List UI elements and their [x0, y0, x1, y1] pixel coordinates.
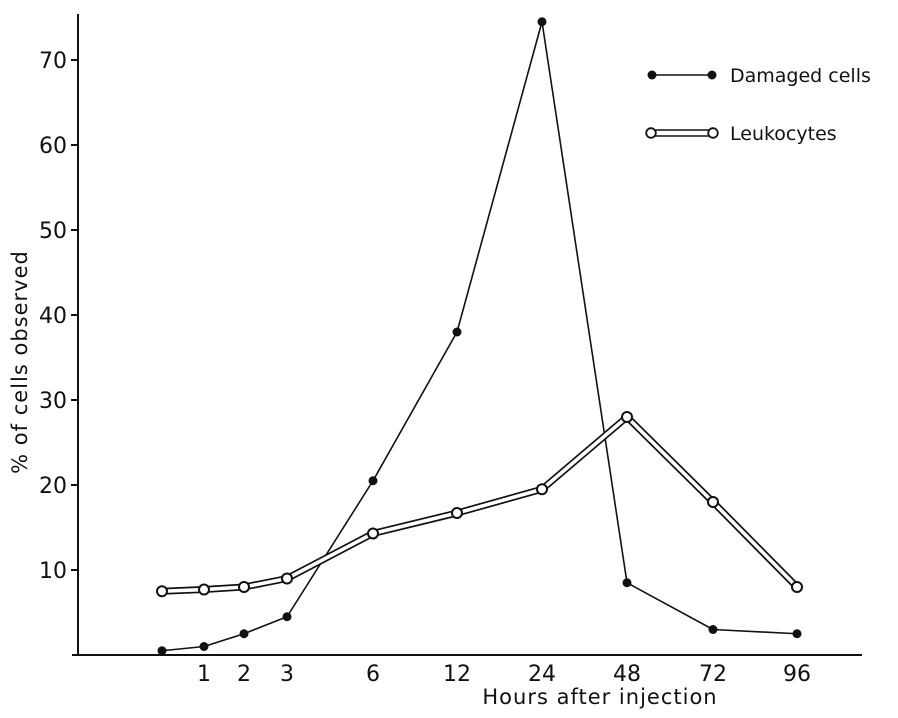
x-axis-title: Hours after injection	[482, 685, 717, 709]
legend-swatch-damaged-marker-left	[647, 70, 657, 80]
series-layer	[156, 17, 803, 656]
y-tick-label-10: 10	[39, 559, 67, 584]
series-damaged-cells	[157, 17, 802, 656]
legend-item-leukocytes: Leukocytes	[645, 123, 837, 145]
data-point-leukocytes-2	[238, 581, 250, 593]
data-point-damaged-1	[199, 642, 209, 651]
data-point-leukocytes-7	[621, 411, 633, 423]
data-point-damaged-9	[792, 629, 802, 639]
data-point-damaged-4	[368, 476, 378, 486]
x-tick-label-48: 48	[613, 662, 641, 687]
data-point-damaged-0	[157, 646, 167, 656]
legend-item-damaged-cells: Damaged cells	[647, 65, 871, 87]
legend-label-damaged-cells: Damaged cells	[730, 65, 871, 87]
data-point-damaged-3	[282, 612, 292, 622]
data-point-leukocytes-3	[281, 572, 293, 585]
y-axis-title: % of cells observed	[8, 250, 32, 474]
data-point-leukocytes-4	[367, 527, 379, 540]
data-point-leukocytes-6	[536, 483, 548, 496]
y-tick-label-60: 60	[39, 134, 67, 159]
data-point-damaged-6	[537, 17, 547, 27]
series-leukocytes	[156, 411, 803, 598]
legend-swatch-leukocytes-marker-left	[645, 127, 657, 139]
y-tick-label-50: 50	[39, 219, 67, 244]
y-tick-label-20: 20	[39, 474, 67, 499]
chart-axes	[72, 14, 862, 656]
legend-swatch-leukocytes-marker-right	[707, 127, 719, 139]
x-tick-label-3: 3	[280, 662, 294, 687]
data-point-leukocytes-0	[156, 585, 168, 598]
chart-legend: Damaged cells Leukocytes	[645, 65, 871, 145]
y-tick-label-30: 30	[39, 389, 67, 414]
y-tick-group: 10 20 30 40 50 60 70	[39, 49, 78, 584]
x-tick-label-2: 2	[237, 662, 251, 687]
y-tick-label-40: 40	[39, 304, 67, 329]
data-point-damaged-7	[622, 578, 632, 588]
series-line	[161, 20, 798, 652]
x-tick-label-1: 1	[197, 662, 211, 687]
data-point-damaged-5	[452, 327, 462, 337]
x-tick-label-6: 6	[366, 662, 380, 687]
data-point-damaged-2	[239, 629, 249, 639]
x-tick-label-24: 24	[528, 662, 556, 687]
x-tick-label-12: 12	[443, 662, 471, 687]
data-point-leukocytes-8	[707, 496, 719, 508]
x-tick-group: 1 2 3 6 12 24 48 72 96	[197, 662, 811, 687]
series-line-outer	[161, 413, 800, 595]
data-point-damaged-8	[708, 625, 718, 634]
data-point-leukocytes-1	[198, 583, 210, 596]
data-point-leukocytes-5	[451, 507, 463, 520]
x-tick-label-96: 96	[783, 662, 811, 687]
legend-swatch-damaged-marker-right	[707, 70, 717, 80]
data-point-leukocytes-9	[791, 581, 803, 593]
series-line-inner	[161, 415, 799, 594]
y-tick-label-70: 70	[39, 49, 67, 74]
legend-label-leukocytes: Leukocytes	[730, 123, 837, 145]
x-tick-label-72: 72	[699, 662, 727, 687]
